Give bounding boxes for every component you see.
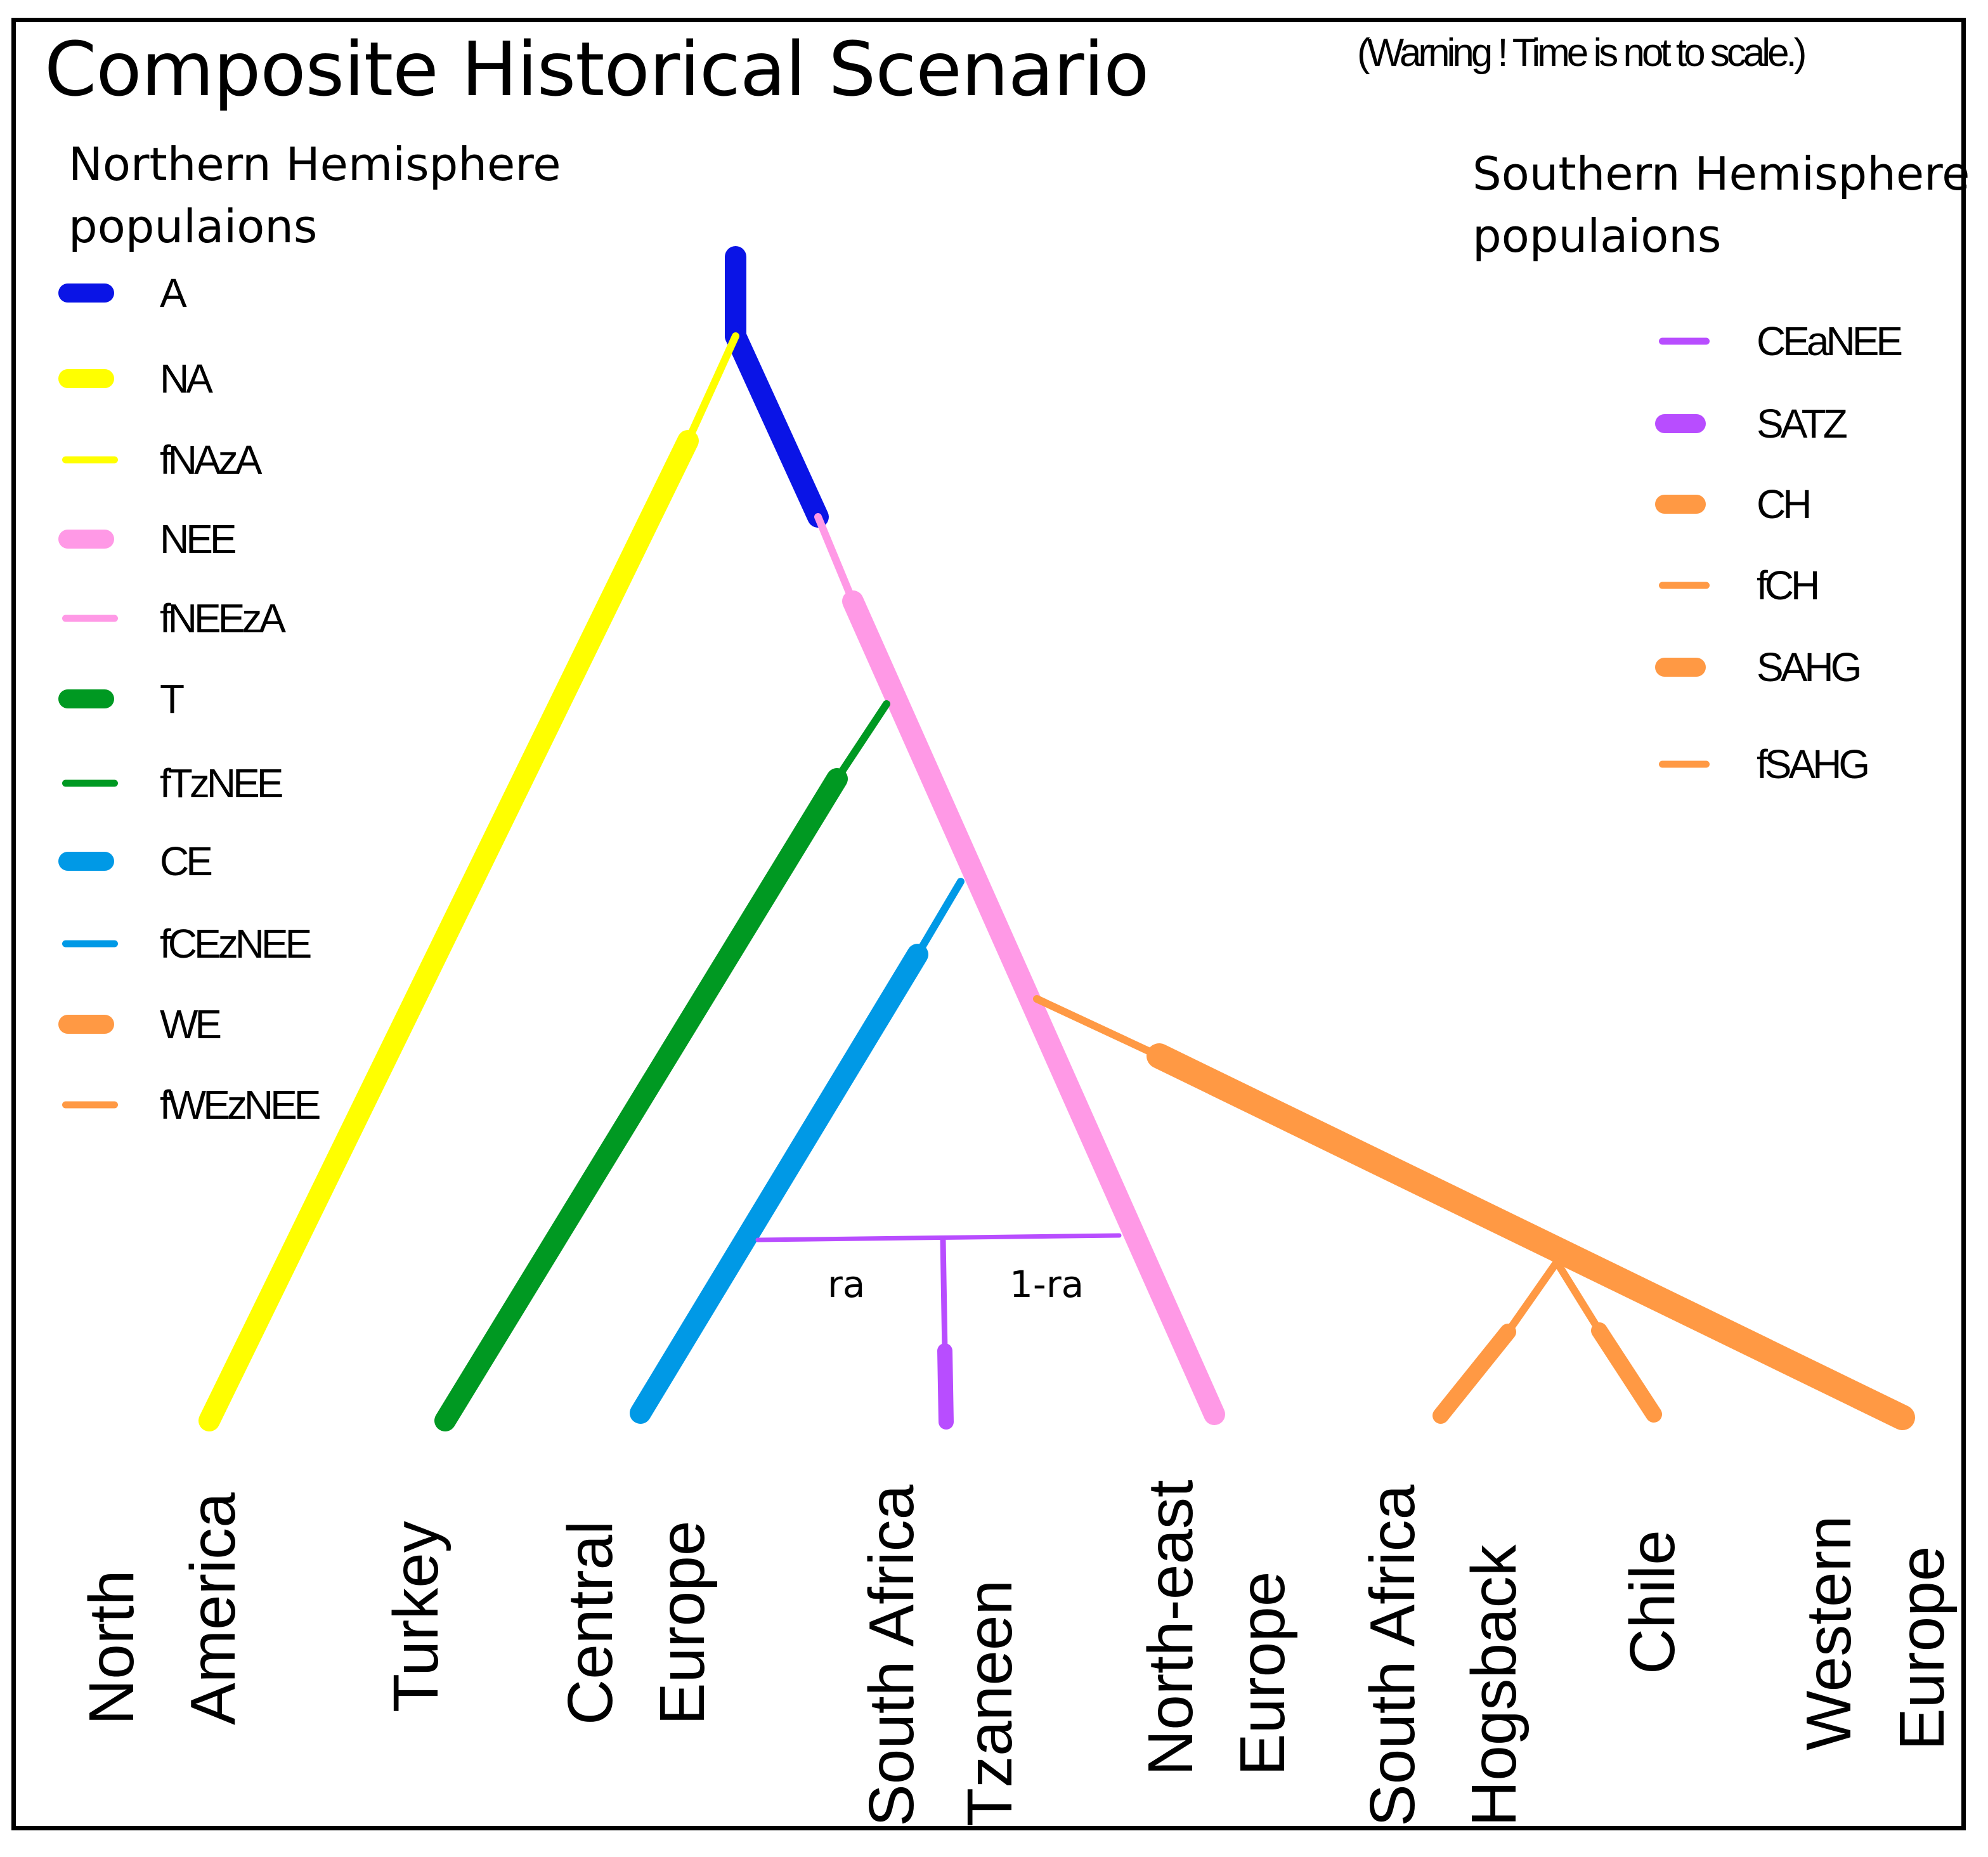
legend-label: fCEzNEE [160,921,312,967]
branch-fNEEzA [814,513,857,605]
legend-label: SATZ [1757,401,1848,446]
legend-swatch [58,852,114,871]
figure-title: Composite Historical Scenario [44,25,1149,113]
legend-swatch [1659,760,1710,768]
legend-label: fSAHG [1757,741,1870,787]
population-label: Hogsback [1459,1544,1530,1827]
legend-swatch [1655,658,1706,677]
southern-hemisphere-heading: Southern Hemisphere populaions [1472,143,1970,267]
legend-label: CH [1757,481,1812,527]
legend-swatch [62,615,118,622]
legend-swatch [1659,337,1710,345]
legend-label: NA [160,356,213,401]
legend-label: SAHG [1757,644,1862,690]
legend-label: A [160,270,187,316]
admixture-label-ra: ra [828,1263,865,1306]
population-labels: North America Turkey Central Europe South Afr… [76,1480,1958,1827]
population-label: Tzaneen [954,1580,1025,1827]
branch-CH [1591,1322,1662,1423]
branch-fCEzNEE [914,878,965,958]
legend-label: fTzNEE [160,760,283,806]
population-label: Chile [1617,1530,1688,1674]
legend-label: fNAzA [160,437,262,483]
legend-swatch [1655,414,1706,433]
population-label: Europe [647,1521,718,1725]
legend-swatch [58,369,114,388]
legend-swatch [62,940,118,948]
population-label: Europe [1887,1546,1958,1750]
branch-NA [198,430,699,1431]
legend-swatch [1655,495,1706,514]
branch-NEE [842,590,1225,1425]
branch-fCH [1553,1258,1603,1334]
northern-heading-line1: Northern Hemisphere [68,138,561,191]
legend-label: CEaNEE [1757,318,1903,364]
scale-warning: (Warning ! Time is not to scale.) [1357,31,1807,75]
legend-swatch [62,456,118,464]
admixture-label-1-ra: 1-ra [1010,1263,1084,1306]
legend-swatch [58,689,114,708]
legend-label: WE [160,1001,222,1047]
branch-CEaNEE [940,1237,948,1354]
southern-heading-line1: Southern Hemisphere [1472,147,1970,200]
legend-swatch [58,1015,114,1034]
branch-fWEzNEE [1033,995,1163,1060]
population-label: Europe [1227,1572,1298,1776]
population-label: America [178,1492,249,1725]
branch-A-descend [725,325,829,528]
northern-heading-line2: populaions [68,200,318,253]
legend-swatch [62,1101,118,1109]
branch-fTzNEE [833,700,890,783]
branch-WE [1147,1043,1915,1430]
legend-label: NEE [160,516,237,562]
branch-T [434,768,848,1431]
branch-fNAzA [684,332,739,445]
northern-hemisphere-heading: Northern Hemisphere populaions [68,133,561,257]
branch-fSAHG [1504,1258,1561,1336]
legend-label: T [160,676,185,722]
legend-label: fWEzNEE [160,1082,321,1128]
population-label: North-east [1135,1480,1206,1776]
legend-swatch [62,779,118,787]
population-label: South Africa [856,1484,927,1827]
branch-SATZ [937,1343,954,1430]
legend-label: fCH [1757,563,1820,608]
population-label: Turkey [380,1521,452,1712]
legend-swatch [58,283,114,303]
legend-swatch [1659,582,1710,589]
admixture-bar [755,1233,1122,1242]
population-label: North [76,1570,147,1725]
branch-CE [630,944,928,1424]
legend-label: CE [160,838,213,884]
southern-heading-line2: populaions [1472,209,1722,263]
branch-SAHG [1433,1324,1516,1424]
legend-label: fNEEzA [160,596,286,641]
legend-swatch [58,530,114,549]
population-label: Western [1793,1515,1864,1750]
population-label: South Africa [1357,1484,1428,1827]
population-label: Central [555,1521,626,1725]
